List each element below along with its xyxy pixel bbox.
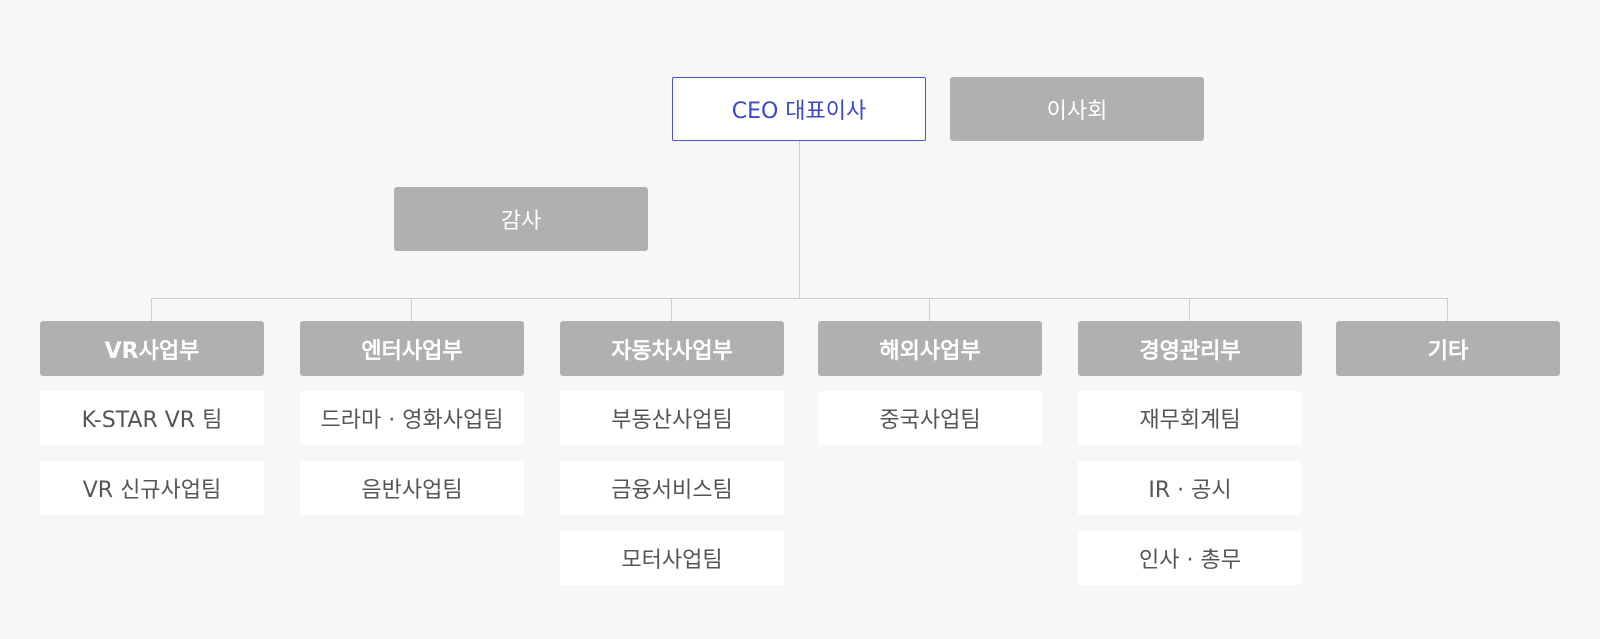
board-box: 이사회 <box>950 77 1204 141</box>
audit-box: 감사 <box>394 187 648 251</box>
connector-drop-2 <box>411 298 412 321</box>
team-box: 인사 · 총무 <box>1078 531 1302 585</box>
division-header-enter: 엔터사업부 <box>300 321 524 376</box>
team-box: IR · 공시 <box>1078 461 1302 515</box>
division-header-auto: 자동차사업부 <box>560 321 784 376</box>
team-box: VR 신규사업팀 <box>40 461 264 515</box>
team-box: 모터사업팀 <box>560 531 784 585</box>
ceo-box: CEO 대표이사 <box>672 77 926 141</box>
connector-drop-6 <box>1447 298 1448 321</box>
connector-drop-5 <box>1189 298 1190 321</box>
team-box: 음반사업팀 <box>300 461 524 515</box>
division-header-vr: VR사업부 <box>40 321 264 376</box>
team-box: 중국사업팀 <box>818 391 1042 445</box>
connector-drop-1 <box>151 298 152 321</box>
team-box: 재무회계팀 <box>1078 391 1302 445</box>
team-box: 금융서비스팀 <box>560 461 784 515</box>
team-box: K-STAR VR 팀 <box>40 391 264 445</box>
division-header-management: 경영관리부 <box>1078 321 1302 376</box>
team-box: 드라마 · 영화사업팀 <box>300 391 524 445</box>
connector-drop-3 <box>671 298 672 321</box>
division-header-etc: 기타 <box>1336 321 1560 376</box>
division-header-overseas: 해외사업부 <box>818 321 1042 376</box>
team-box: 부동산사업팀 <box>560 391 784 445</box>
connector-ceo-down <box>799 141 800 299</box>
connector-horizontal <box>151 298 1448 299</box>
connector-drop-4 <box>929 298 930 321</box>
